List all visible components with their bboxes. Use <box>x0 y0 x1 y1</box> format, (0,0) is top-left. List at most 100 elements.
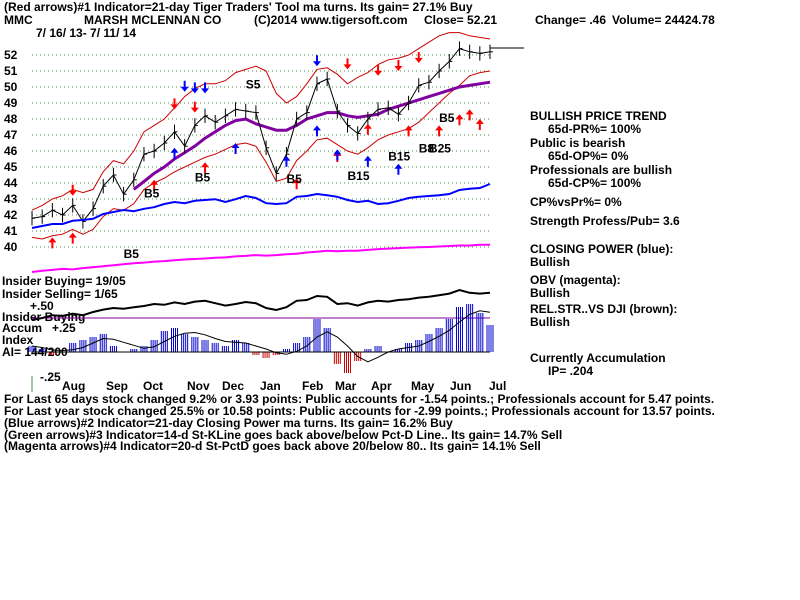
footer-line-3: (Blue arrows)#2 Indicator=21-day Closing… <box>4 416 453 430</box>
signal-label: B25 <box>429 142 451 156</box>
signal-label: B5 <box>286 172 302 186</box>
red-up-arrow <box>455 114 464 126</box>
red-up-arrow <box>201 162 210 174</box>
red-up-arrow <box>292 178 301 190</box>
x-tick-label: Dec <box>222 379 244 393</box>
blue-down-arrow <box>180 80 189 92</box>
blue-down-arrow <box>201 82 210 94</box>
blue-up-arrow <box>363 155 372 167</box>
red-up-arrow <box>404 125 413 137</box>
x-tick-label: Jul <box>489 379 506 393</box>
x-tick-label: Mar <box>335 379 357 393</box>
x-tick-label: Nov <box>187 379 210 393</box>
obv-line <box>31 243 490 273</box>
blue-up-arrow <box>170 147 179 159</box>
blue-up-arrow <box>231 143 240 154</box>
upper-band-line <box>31 32 491 211</box>
red-down-arrow <box>343 58 352 70</box>
x-tick-label: Apr <box>371 379 392 393</box>
x-axis-ticks: Aug Sep Oct Nov Dec Jan Feb Mar Apr May Jun Jul <box>62 379 506 393</box>
label-minus-25: -.25 <box>40 370 61 384</box>
footer-line-1: For Last 65 days stock changed 9.2% or 3… <box>4 392 715 406</box>
moving-average-line <box>132 80 491 191</box>
x-tick-label: Oct <box>143 379 163 393</box>
blue-up-arrow <box>333 149 342 161</box>
obv-status: Bullish <box>530 286 571 300</box>
red-down-arrow <box>68 184 77 196</box>
insider-buying: Insider Buying= 19/05 <box>2 274 126 288</box>
signal-label: B15 <box>388 150 410 164</box>
y-axis-ticks: 52 51 50 49 48 47 46 45 44 43 42 41 40 <box>4 48 18 254</box>
y-tick-label: 46 <box>4 144 18 158</box>
closing-power-line <box>31 183 491 229</box>
red-down-arrow <box>374 64 383 76</box>
ticker: MMC <box>4 13 33 27</box>
accum-ma-line <box>31 310 491 363</box>
red-down-arrow <box>190 101 199 113</box>
y-tick-label: 44 <box>4 176 18 190</box>
blue-up-arrow <box>282 155 291 167</box>
price-bars <box>31 41 493 229</box>
date-range: 7/ 16/ 13- 7/ 11/ 14 <box>36 26 137 40</box>
signal-label: B15 <box>348 169 370 183</box>
red-down-arrow <box>414 52 423 63</box>
x-tick-label: May <box>411 379 435 393</box>
label-plus-50: +.50 <box>30 299 54 313</box>
red-up-arrow <box>150 179 159 191</box>
y-tick-label: 40 <box>4 240 18 254</box>
red-up-arrow <box>68 232 77 244</box>
insider-selling: Insider Selling= 1/65 <box>2 287 118 301</box>
x-tick-label: Aug <box>62 379 85 393</box>
trend-title: BULLISH PRICE TREND <box>530 109 667 123</box>
y-tick-label: 49 <box>4 96 18 110</box>
label-index: Index <box>2 333 34 347</box>
x-tick-label: Sep <box>106 379 128 393</box>
blue-down-arrow <box>312 55 321 67</box>
closing-power-status: Bullish <box>530 255 571 269</box>
y-tick-label: 50 <box>4 80 18 94</box>
signal-label: B5 <box>124 247 140 261</box>
price-line <box>31 48 491 223</box>
blue-up-arrow <box>394 163 403 175</box>
signal-label: B5 <box>144 186 160 200</box>
price-bands <box>31 32 491 240</box>
grid <box>31 47 524 392</box>
y-tick-label: 51 <box>4 64 18 78</box>
accum-value: IP= .204 <box>548 364 594 378</box>
obv-title: OBV (magenta): <box>530 273 621 287</box>
x-tick-label: Jun <box>450 379 471 393</box>
red-up-arrow <box>48 237 57 249</box>
closing-power-title: CLOSING POWER (blue): <box>530 242 674 256</box>
red-up-arrow <box>363 123 372 135</box>
signal-label: B8 <box>419 142 435 156</box>
volume-value: Volume= 24424.78 <box>612 13 715 27</box>
close-value: Close= 52.21 <box>424 13 498 27</box>
red-down-arrow <box>394 60 403 71</box>
footer-line-4: (Green arrows)#3 Indicator=14-d St-KLine… <box>4 428 563 442</box>
pros-value: 65d-CP%= 100% <box>548 176 642 190</box>
x-tick-label: Jan <box>260 379 281 393</box>
strength-ratio: Strength Profess/Pub= 3.6 <box>530 214 680 228</box>
blue-up-arrow <box>312 125 321 137</box>
rel-strength-status: Bullish <box>530 315 571 329</box>
x-tick-label: Feb <box>302 379 323 393</box>
red-up-arrow <box>435 125 444 137</box>
y-tick-label: 45 <box>4 160 18 174</box>
accum-title: Currently Accumulation <box>530 351 666 365</box>
change-value: Change= .46 <box>535 13 607 27</box>
y-tick-label: 48 <box>4 112 18 126</box>
signal-label: B5 <box>195 170 211 184</box>
signal-label: B5 <box>439 111 455 125</box>
y-tick-label: 43 <box>4 192 18 206</box>
trend-value: 65d-PR%= 100% <box>548 122 642 136</box>
footer-line-5: (Magenta arrows)#4 Indicator=20-d St-Pct… <box>4 439 541 453</box>
public-value: 65d-OP%= 0% <box>548 149 629 163</box>
cp-vs-pr: CP%vsPr%= 0% <box>530 195 622 209</box>
red-up-arrow <box>465 109 474 121</box>
red-down-arrow <box>170 98 179 110</box>
y-tick-label: 52 <box>4 48 18 62</box>
y-tick-label: 42 <box>4 208 18 222</box>
blue-down-arrow <box>190 82 199 94</box>
